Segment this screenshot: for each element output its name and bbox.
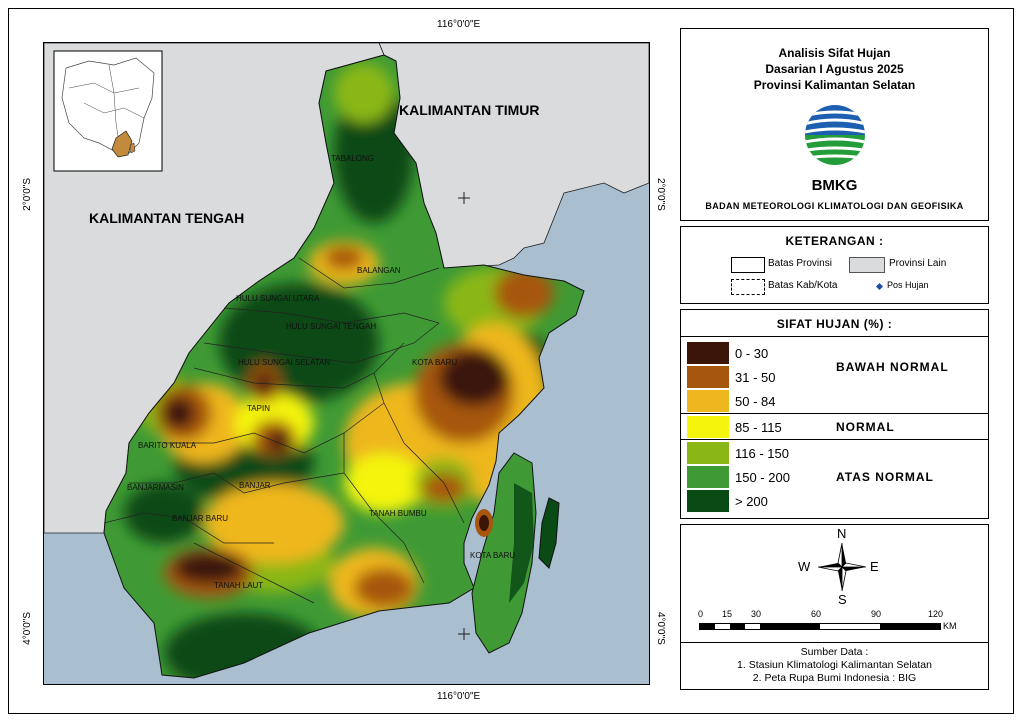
legend-row: 0 - 30 <box>687 342 977 366</box>
compass-south-label: S <box>838 592 847 607</box>
keterangan-header: KETERANGAN : <box>785 234 884 248</box>
district-label: BANJAR BARU <box>172 514 228 523</box>
legend-row: 150 - 200 <box>687 466 977 490</box>
bmkg-logo-icon <box>805 105 865 165</box>
keterangan-item: Batas Kab/Kota <box>768 280 838 291</box>
source-line1: 1. Stasiun Klimatologi Kalimantan Selata… <box>737 659 932 671</box>
legend-swatch <box>687 442 729 464</box>
legend-row: 85 - 115 <box>687 416 977 440</box>
keterangan-item: Pos Hujan <box>887 280 929 290</box>
bmkg-logo-text: BMKG <box>811 177 858 194</box>
district-boundaries <box>103 257 465 604</box>
district-label: KOTA BARU <box>470 551 515 560</box>
right-lat-4-label: 4°0'0"S <box>655 612 666 645</box>
category-below-normal: BAWAH NORMAL <box>836 360 949 374</box>
legend-swatch <box>687 366 729 388</box>
scale-tick: 90 <box>871 609 882 619</box>
legend-range: 50 - 84 <box>735 394 776 409</box>
legend-range: > 200 <box>735 494 768 509</box>
district-boundary-swatch <box>731 279 765 295</box>
scale-tick: 120 <box>928 609 944 619</box>
legend-swatch <box>687 416 729 438</box>
source-block: Sumber Data : 1. Stasiun Klimatologi Kal… <box>681 646 988 685</box>
district-label: TANAH LAUT <box>214 581 263 590</box>
legend-range: 150 - 200 <box>735 470 790 485</box>
legend-range: 116 - 150 <box>735 446 789 461</box>
map-title-line3: Provinsi Kalimantan Selatan <box>753 78 916 92</box>
compass-scale-panel: N S E W 0 15 30 60 90 120 KM Sumber Data… <box>680 524 989 690</box>
title-panel: Analisis Sifat Hujan Dasarian I Agustus … <box>680 28 989 221</box>
scale-tick: 30 <box>751 609 762 619</box>
legend-swatch <box>687 342 729 364</box>
district-label: KOTA BARU <box>412 358 457 367</box>
compass-north-label: N <box>837 526 847 541</box>
kalimantan-tengah-label: KALIMANTAN TENGAH <box>89 210 244 226</box>
legend-swatch <box>687 490 729 512</box>
legend-range: 0 - 30 <box>735 346 769 361</box>
sebuku-island <box>538 497 560 569</box>
district-label: HULU SUNGAI SELATAN <box>238 358 330 367</box>
map-title-line1: Analisis Sifat Hujan <box>778 46 891 60</box>
keterangan-panel: KETERANGAN : Batas Provinsi Provinsi Lai… <box>680 226 989 304</box>
district-label: BANJARMASIN <box>127 483 184 492</box>
rainfall-map[interactable]: KALIMANTAN TIMUR KALIMANTAN TENGAH TABAL… <box>43 42 650 685</box>
legend-range: 85 - 115 <box>735 420 782 435</box>
scale-unit: KM <box>943 621 957 631</box>
map-title-line2: Dasarian I Agustus 2025 <box>765 62 904 76</box>
compass-west-label: W <box>798 559 811 574</box>
right-lat-2-label: 2°0'0"S <box>655 178 666 211</box>
legend-row: 116 - 150 <box>687 442 977 466</box>
scale-tick: 0 <box>698 609 704 619</box>
graticule-crosses <box>458 192 470 640</box>
legend-swatch <box>687 466 729 488</box>
agency-name: BADAN METEOROLOGI KLIMATOLOGI DAN GEOFIS… <box>705 201 964 211</box>
legend-panel: SIFAT HUJAN (%) : 0 - 30 31 - 50 50 - 84… <box>680 309 989 519</box>
legend-range: 31 - 50 <box>735 370 776 385</box>
province-boundary-swatch <box>731 257 765 273</box>
left-lat-2-label: 2°0'0"S <box>22 178 33 211</box>
rain-post-icon <box>875 282 884 291</box>
inset-map <box>53 50 163 172</box>
district-label: TAPIN <box>247 404 270 413</box>
district-label: BANJAR <box>239 481 271 490</box>
legend-header: SIFAT HUJAN (%) : <box>776 317 893 331</box>
source-header: Sumber Data : <box>800 646 869 658</box>
legend-swatch <box>687 390 729 412</box>
source-line2: 2. Peta Rupa Bumi Indonesia : BIG <box>752 672 917 684</box>
scale-tick: 15 <box>722 609 733 619</box>
map-frame <box>8 8 1014 714</box>
legend-row: 50 - 84 <box>687 390 977 414</box>
scale-ticks: 0 15 30 60 90 120 <box>695 609 975 623</box>
keterangan-item: Batas Provinsi <box>768 258 832 269</box>
kalimantan-timur-label: KALIMANTAN TIMUR <box>399 102 540 118</box>
legend-row: > 200 <box>687 490 977 514</box>
district-label: BARITO KUALA <box>138 441 197 450</box>
district-label: HULU SUNGAI TENGAH <box>286 322 376 331</box>
district-label: HULU SUNGAI UTARA <box>236 294 320 303</box>
district-label: TABALONG <box>331 154 374 163</box>
left-lat-4-label: 4°0'0"S <box>22 612 33 645</box>
top-longitude-label: 116°0'0"E <box>437 19 481 30</box>
compass-east-label: E <box>870 559 879 574</box>
north-arrow-icon <box>817 542 867 592</box>
other-province-swatch <box>849 257 885 273</box>
category-above-normal: ATAS NORMAL <box>836 470 934 484</box>
category-normal: NORMAL <box>836 420 895 434</box>
legend-row: 31 - 50 <box>687 366 977 390</box>
district-label: BALANGAN <box>357 266 401 275</box>
keterangan-item: Provinsi Lain <box>889 258 947 269</box>
district-label: TANAH BUMBU <box>369 509 427 518</box>
scale-tick: 60 <box>811 609 822 619</box>
bottom-longitude-label: 116°0'0"E <box>437 691 481 702</box>
scale-bar <box>699 623 941 630</box>
